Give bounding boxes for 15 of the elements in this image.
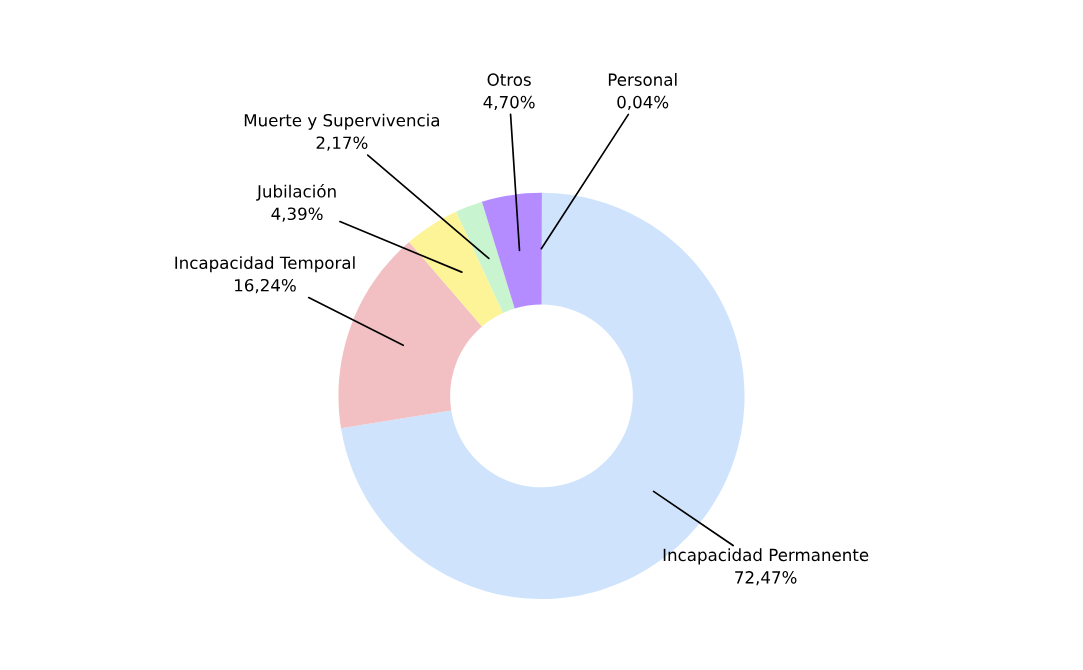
data-label: 0,04%	[617, 95, 669, 111]
donut-slice	[409, 211, 504, 327]
slice-label: Muerte y Supervivencia	[244, 113, 440, 130]
slice-label: Jubilación	[256, 184, 336, 201]
data-label: 2,17%	[316, 136, 368, 151]
donut-slice	[456, 201, 515, 314]
data-label: 72,47%	[735, 571, 797, 586]
slice-label: Incapacidad Temporal	[175, 256, 355, 273]
slice-label: Personal	[608, 73, 677, 86]
data-label: 4,39%	[271, 207, 323, 222]
slice-label: Incapacidad Permanente	[663, 548, 869, 565]
data-label: 4,70%	[483, 95, 535, 111]
slice-label: Otros	[487, 73, 531, 86]
data-label: 16,24%	[235, 278, 296, 294]
donut-slice	[481, 192, 542, 309]
